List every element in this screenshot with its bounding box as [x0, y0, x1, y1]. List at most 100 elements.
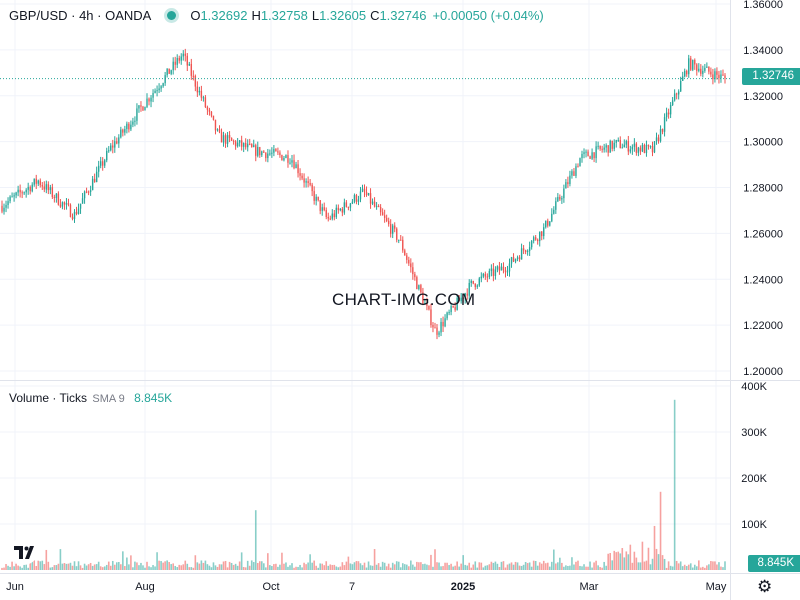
volume-bar — [446, 562, 448, 570]
candle-body — [333, 213, 335, 218]
candle-body — [293, 160, 295, 169]
candle-body — [329, 218, 331, 220]
candle-body — [625, 141, 628, 145]
candle-body — [613, 142, 615, 149]
volume-bar — [150, 567, 152, 570]
candle-body — [102, 161, 104, 166]
volume-bar — [25, 560, 27, 570]
candle-body — [186, 55, 188, 66]
candle-body — [720, 74, 722, 79]
volume-bar — [528, 562, 531, 570]
volume-bar — [138, 565, 140, 570]
volume-bar — [3, 567, 5, 570]
volume-bar — [367, 561, 370, 570]
volume-bar — [341, 562, 344, 570]
candle-body — [265, 152, 267, 159]
volume-bar — [532, 560, 535, 570]
candle-body — [418, 285, 420, 290]
candle-body — [104, 160, 106, 166]
candle-body — [206, 106, 209, 110]
candle-body — [686, 70, 688, 75]
candle-body — [150, 97, 152, 102]
candle-body — [394, 225, 396, 229]
open-value: 1.32692 — [200, 8, 248, 23]
volume-bar — [305, 564, 307, 570]
candle-body — [106, 150, 108, 161]
candle-body — [700, 68, 702, 74]
candle-body — [474, 283, 476, 287]
candle-body — [41, 185, 43, 187]
candle-body — [710, 71, 712, 75]
volume-bar — [118, 561, 120, 570]
candle-body — [335, 207, 338, 218]
candle-body — [673, 93, 676, 101]
candle-body — [498, 266, 501, 271]
candle-body — [347, 206, 350, 208]
volume-bar — [180, 565, 183, 570]
candle-body — [182, 53, 184, 57]
y-tick-label: 1.32000 — [743, 91, 783, 103]
volume-bar — [285, 562, 287, 570]
candle-body — [708, 66, 710, 72]
volume-bar — [524, 561, 527, 570]
candle-body — [422, 292, 424, 304]
candle-body — [543, 227, 545, 237]
volume-bars — [1, 399, 726, 570]
candle-body — [524, 250, 527, 252]
candle-body — [551, 213, 553, 222]
candle-body — [136, 108, 138, 121]
volume-bar — [546, 562, 549, 570]
symbol-legend: GBP/USD · 4h · OANDA O 1.32692 H 1.32758 L… — [9, 8, 544, 23]
candle-body — [261, 151, 263, 156]
volume-bar — [222, 561, 225, 570]
volume-bar — [43, 564, 46, 570]
volume-bar — [309, 554, 311, 570]
candle-body — [649, 146, 652, 148]
x-tick-label: Oct — [262, 581, 279, 593]
volume-bar — [263, 563, 265, 570]
candle-body — [57, 193, 60, 205]
candle-body — [277, 151, 279, 153]
candle-body — [210, 111, 213, 116]
volume-bar — [363, 562, 366, 570]
candle-body — [118, 137, 120, 144]
candle-body — [138, 105, 140, 109]
volume-bar — [109, 565, 112, 570]
volume-bar — [240, 552, 243, 570]
volume-bar — [325, 561, 328, 570]
volume-bar — [289, 565, 291, 570]
volume-bar — [587, 566, 589, 570]
volume-bar — [75, 566, 78, 570]
candle-body — [557, 197, 559, 202]
y-tick-label: 1.28000 — [743, 183, 783, 195]
volume-bar — [355, 561, 358, 570]
volume-bar — [19, 566, 21, 570]
volume-bar — [281, 552, 283, 570]
volume-bar — [89, 562, 92, 570]
candle-body — [514, 258, 517, 262]
symbol-title[interactable]: GBP/USD · 4h · OANDA — [9, 8, 152, 23]
volume-bar — [269, 565, 271, 570]
candle-body — [319, 200, 321, 211]
tradingview-logo-icon[interactable] — [10, 537, 38, 565]
volume-bar — [698, 560, 700, 570]
change-value: +0.00050 (+0.04%) — [432, 8, 544, 23]
y-tick-label: 1.26000 — [743, 228, 783, 240]
candle-body — [7, 201, 9, 205]
candle-body — [180, 56, 182, 61]
volume-bar — [397, 561, 400, 570]
candle-body — [114, 141, 116, 148]
candle-body — [21, 192, 23, 194]
price-candles[interactable] — [0, 48, 730, 340]
candle-body — [25, 189, 27, 193]
volume-label[interactable]: Volume · Ticks — [9, 391, 88, 405]
candle-body — [623, 144, 625, 148]
gear-icon[interactable]: ⚙ — [757, 577, 773, 596]
candle-body — [414, 274, 416, 278]
volume-bar — [518, 565, 521, 570]
candle-body — [593, 152, 595, 159]
candle-body — [39, 180, 41, 186]
volume-bar — [81, 567, 84, 570]
